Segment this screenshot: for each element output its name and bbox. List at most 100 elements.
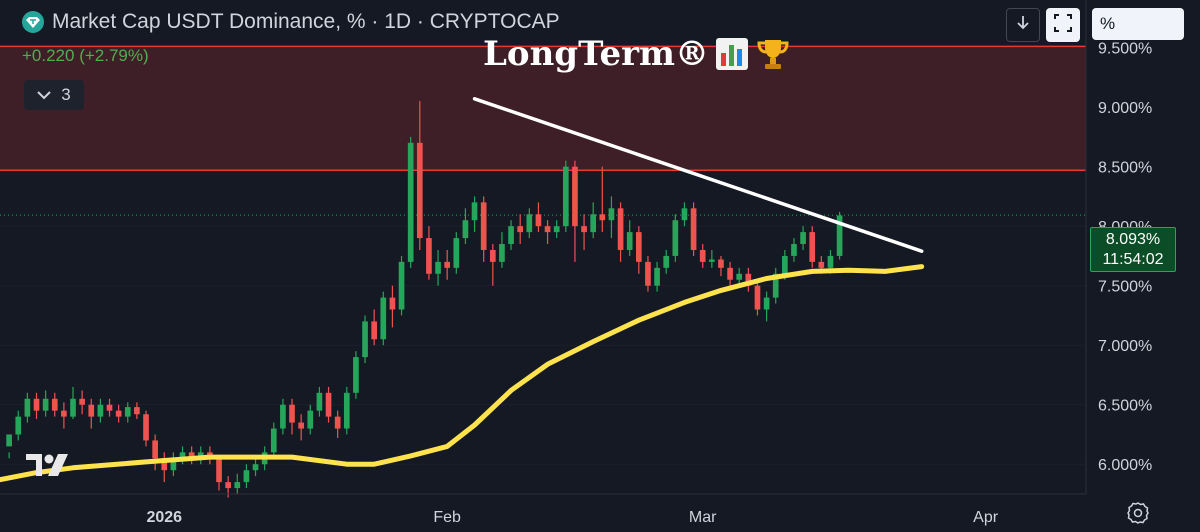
symbol-title: Market Cap USDT Dominance, % · 1D · CRYP… <box>52 10 560 33</box>
candle-body <box>480 202 487 250</box>
candle <box>581 214 587 250</box>
bar-chart-icon <box>715 37 749 71</box>
candle-body <box>70 398 76 417</box>
candle <box>389 285 396 328</box>
candle <box>316 386 323 417</box>
candle <box>124 402 131 423</box>
candle-body <box>499 244 505 262</box>
trophy-icon <box>755 36 791 72</box>
download-button[interactable] <box>1006 8 1040 42</box>
candle-body <box>608 208 615 221</box>
candle-body <box>143 414 149 441</box>
candle <box>745 267 752 292</box>
indicator-legend-toggle[interactable]: 3 <box>24 80 84 110</box>
candle <box>371 309 377 346</box>
chevron-down-icon <box>37 85 51 105</box>
candle-body <box>61 410 67 417</box>
scale-mode-select[interactable]: % <box>1092 8 1184 40</box>
candle <box>380 291 387 346</box>
x-tick-label: Feb <box>433 509 461 526</box>
zone-fill <box>0 46 1086 171</box>
candle <box>535 202 542 233</box>
candle-body <box>115 410 122 417</box>
candle <box>188 446 195 465</box>
candle-body <box>471 202 478 221</box>
candle <box>645 255 651 292</box>
candle-body <box>709 259 715 262</box>
candle <box>672 214 679 262</box>
candle-body <box>635 232 642 262</box>
indicator-count: 3 <box>61 85 71 104</box>
candle <box>234 473 241 494</box>
candle-body <box>380 297 387 340</box>
candle-body <box>690 208 697 250</box>
candle-body <box>316 392 323 411</box>
candle-body <box>179 452 186 459</box>
candle-body <box>225 482 231 489</box>
candle-body <box>435 261 441 274</box>
candle-body <box>535 214 542 227</box>
candle-body <box>51 398 58 411</box>
candle <box>489 244 496 286</box>
candle <box>763 291 770 322</box>
trendline[interactable] <box>472 97 924 253</box>
candle-body <box>270 428 277 453</box>
candle-body <box>280 404 286 429</box>
candle <box>718 255 724 277</box>
candle <box>416 101 423 250</box>
candle <box>398 255 405 316</box>
time-axis[interactable]: 2026 Feb Mar Apr <box>146 509 998 526</box>
candle-body <box>234 482 241 489</box>
candle <box>562 160 569 233</box>
candle <box>754 279 761 316</box>
candle <box>115 404 122 423</box>
candle <box>143 410 149 447</box>
tradingview-logo-icon[interactable] <box>26 452 70 483</box>
candle-body <box>800 232 806 245</box>
y-tick-label: 6.500% <box>1098 398 1152 415</box>
fullscreen-icon <box>1054 13 1072 37</box>
candle <box>289 398 295 435</box>
candle-body <box>562 166 569 227</box>
fullscreen-button[interactable] <box>1046 8 1080 42</box>
candle-body <box>188 452 195 459</box>
candle <box>709 249 715 268</box>
candle-body <box>654 267 660 286</box>
candle <box>599 166 606 233</box>
candle-body <box>216 458 222 483</box>
brand-text: LongTerm® <box>483 34 709 74</box>
candle-body <box>334 416 341 429</box>
candle <box>170 452 177 477</box>
candle <box>79 390 85 415</box>
candle-body <box>289 404 295 423</box>
candle-body <box>544 226 551 233</box>
candle-body <box>727 267 733 280</box>
candle <box>471 196 478 233</box>
y-tick-label: 9.500% <box>1098 41 1152 58</box>
candle <box>161 452 168 483</box>
candle-body <box>772 273 779 298</box>
candle-body <box>745 273 752 286</box>
candle-body <box>243 470 250 483</box>
bar-countdown: 11:54:02 <box>1102 250 1164 268</box>
candle-body <box>645 261 651 286</box>
y-tick-label: 8.500% <box>1098 160 1152 177</box>
candles <box>6 101 843 498</box>
candle-body <box>325 392 332 417</box>
y-tick-label: 6.000% <box>1098 457 1152 474</box>
candle-body <box>681 208 688 221</box>
candle-body <box>526 214 533 233</box>
candle <box>280 398 286 435</box>
candle <box>243 464 250 489</box>
candle <box>88 398 95 429</box>
candle <box>453 232 460 274</box>
candle <box>736 267 743 286</box>
candle-body <box>754 285 761 310</box>
candle-body <box>809 232 816 262</box>
candle-body <box>134 407 140 415</box>
candle-body <box>818 261 825 268</box>
chart-settings-button[interactable] <box>1126 501 1150 527</box>
candle <box>544 220 551 245</box>
candle <box>353 351 359 399</box>
